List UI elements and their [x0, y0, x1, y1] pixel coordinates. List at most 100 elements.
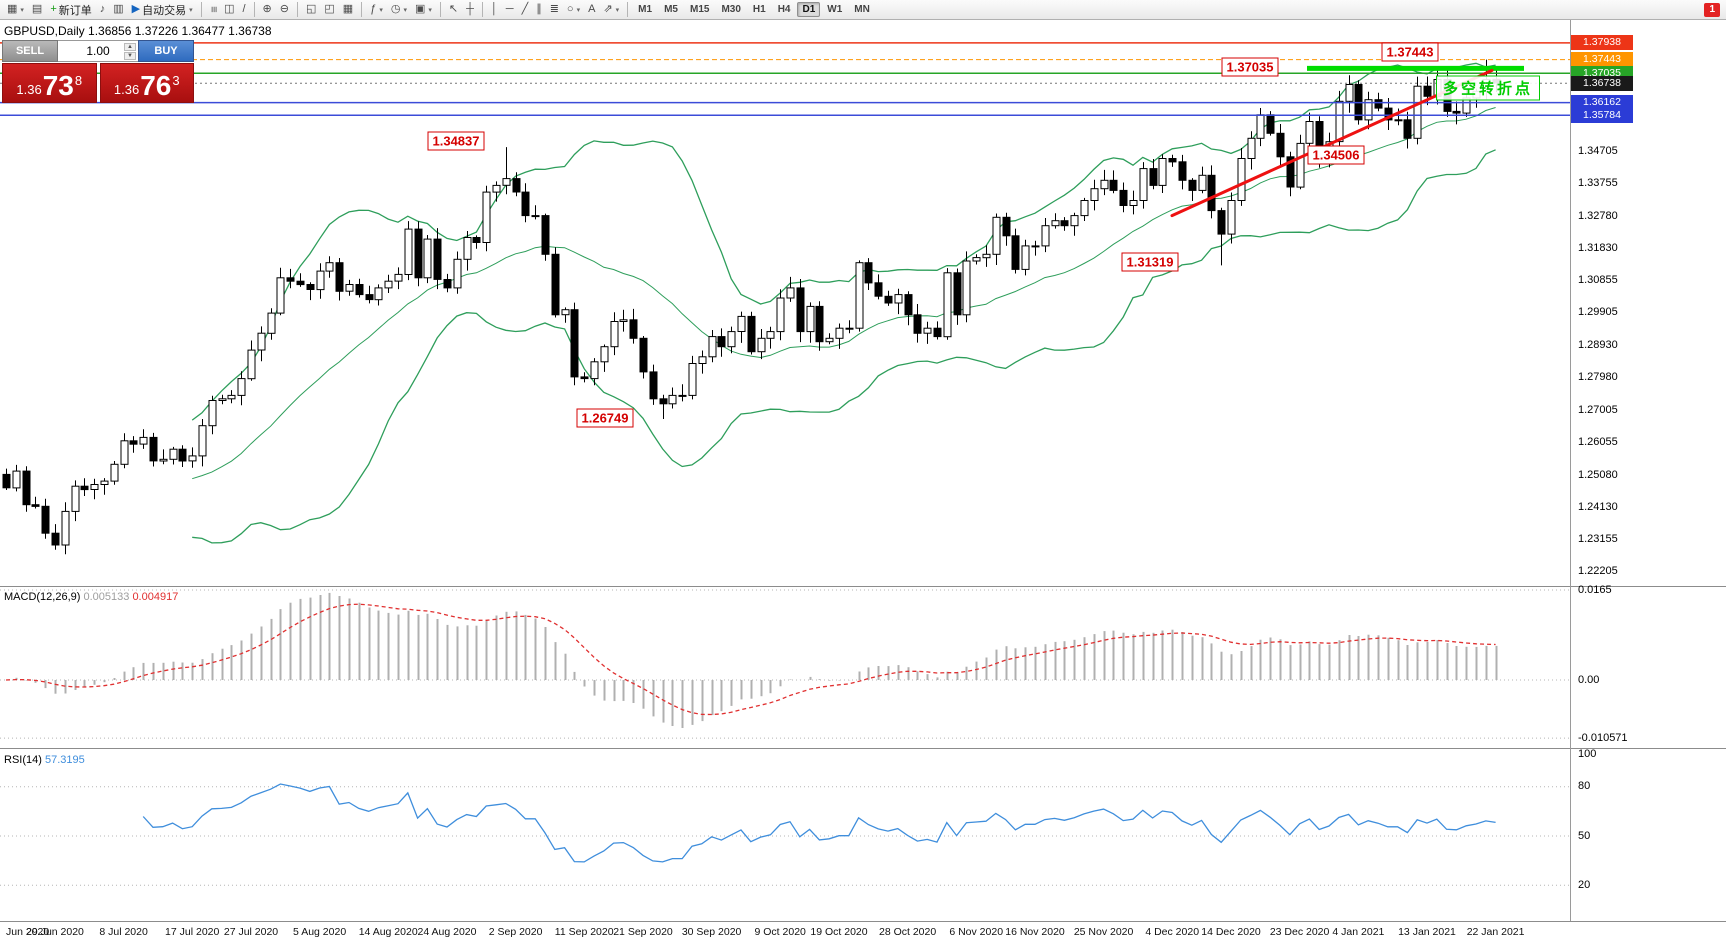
candlestick-chart-icon[interactable]: ◫: [220, 0, 238, 19]
bid-quote-button[interactable]: 1.36 73 8: [2, 63, 97, 103]
date-tick-label: 2 Sep 2020: [488, 926, 543, 938]
new-chart-icon-dropdown[interactable]: ▾: [20, 6, 24, 14]
zoom-in-icon[interactable]: ⊕: [259, 0, 276, 19]
auto-trading-button-label: 自动交易: [142, 4, 187, 17]
fibonacci-icon[interactable]: ≣: [546, 0, 563, 19]
toolbar: ▦ ▾ ▤ + 新订单 ♪ ▥ ▶ 自动交易 ▾ ≡ ◫ / ⊕ ⊖ ◱ ◰ ▦ ƒ ▾ ◷ ▾ ▣ ▾ ↖ ┼ │ ─ ╱ ∥ ≣ ○ ▾ A ⇗…: [0, 0, 1726, 20]
date-tick-label: 30 Sep 2020: [681, 926, 742, 938]
volume-up-icon[interactable]: ▲: [124, 42, 136, 51]
zoom-out-icon[interactable]: ⊖: [276, 0, 293, 19]
volume-value[interactable]: 1.00: [86, 44, 110, 58]
periods-icon-dropdown[interactable]: ▾: [403, 6, 407, 14]
price-tag-1.36162: 1.36162: [1571, 95, 1633, 111]
date-tick-label: 22 Jan 2021: [1466, 926, 1525, 938]
text-icon[interactable]: A: [584, 0, 599, 19]
toolbar-separator: [200, 2, 202, 17]
price-axis-label: 1.30855: [1578, 274, 1618, 287]
channel-icon[interactable]: ∥: [532, 0, 546, 19]
date-tick-label: 29 Jun 2020: [26, 926, 84, 938]
notification-badge[interactable]: 1: [1704, 2, 1720, 17]
arrows-icon[interactable]: ⇗ ▾: [599, 0, 623, 19]
timeframe-d1[interactable]: D1: [797, 2, 821, 17]
date-tick-label: 9 Oct 2020: [754, 926, 806, 938]
rsi-indicator: [0, 783, 1570, 886]
date-tick-label: 4 Dec 2020: [1145, 926, 1200, 938]
horizontal-line-icon[interactable]: ─: [502, 0, 518, 19]
timeframe-m15[interactable]: M15: [689, 4, 710, 15]
volume-input[interactable]: 1.00 ▲ ▼: [58, 40, 138, 62]
market-watch-icon[interactable]: ▥: [109, 0, 127, 19]
toolbar-separator: [439, 2, 441, 17]
timeframe-m30[interactable]: M30: [721, 4, 741, 15]
trendline-icon[interactable]: ╱: [518, 0, 533, 19]
price-axis-label: 1.26055: [1578, 435, 1618, 448]
templates-icon[interactable]: ▣ ▾: [411, 0, 436, 19]
grid-icon[interactable]: ▦: [339, 0, 357, 19]
price-tag-1.37443: 1.37443: [1571, 52, 1633, 68]
ohlc-bars-icon[interactable]: ≡: [206, 0, 220, 19]
channel-icon: ∥: [536, 3, 542, 15]
chart-title: GBPUSD,Daily 1.36856 1.37226 1.36477 1.3…: [4, 24, 272, 38]
line-chart-icon[interactable]: /: [238, 0, 249, 19]
shapes-icon[interactable]: ○ ▾: [563, 0, 584, 19]
templates-icon-dropdown[interactable]: ▾: [428, 6, 432, 14]
auto-trading-button[interactable]: ▶ 自动交易 ▾: [128, 0, 197, 19]
auto-trading-button-dropdown[interactable]: ▾: [189, 6, 193, 14]
rsi-axis-label: 100: [1578, 747, 1597, 760]
vertical-line-icon: │: [490, 3, 498, 15]
timeframe-mn[interactable]: MN: [854, 4, 870, 15]
cascade-windows-icon[interactable]: ◰: [320, 0, 338, 19]
date-tick-label: 6 Nov 2020: [949, 926, 1004, 938]
timeframe-h1[interactable]: H1: [752, 4, 766, 15]
rsi-name: RSI(14): [4, 754, 42, 766]
date-tick-label: 4 Jan 2021: [1332, 926, 1385, 938]
toolbar-items: ▦ ▾ ▤ + 新订单 ♪ ▥ ▶ 自动交易 ▾ ≡ ◫ / ⊕ ⊖ ◱ ◰ ▦ ƒ ▾ ◷ ▾ ▣ ▾ ↖ ┼ │ ─ ╱ ∥ ≣ ○ ▾ A ⇗…: [3, 0, 632, 19]
shapes-icon-dropdown[interactable]: ▾: [576, 6, 581, 14]
price-annotation-1.31319: 1.31319: [1121, 252, 1179, 272]
turning-point-annotation: 多空转折点: [1435, 75, 1541, 101]
date-tick-label: 28 Oct 2020: [878, 926, 937, 938]
one-click-trading-panel: SELL 1.00 ▲ ▼ BUY 1.36 73 8 1.36 76 3: [2, 40, 194, 103]
periods-icon[interactable]: ◷ ▾: [387, 0, 411, 19]
profiles-icon: ▤: [31, 3, 43, 15]
cascade-windows-icon: ◰: [324, 3, 335, 15]
candlestick-chart-icon: ◫: [224, 3, 235, 15]
date-tick-label: 27 Jul 2020: [223, 926, 279, 938]
shapes-icon: ○: [566, 3, 574, 15]
indicators-icon-dropdown[interactable]: ▾: [379, 6, 383, 14]
date-tick-label: 21 Sep 2020: [613, 926, 673, 938]
timeframe-m1[interactable]: M1: [638, 4, 653, 15]
timeframe-h4[interactable]: H4: [777, 4, 791, 15]
horizontal-level-lines: [0, 42, 1570, 117]
arrows-icon-dropdown[interactable]: ▾: [615, 6, 620, 14]
volume-down-icon[interactable]: ▼: [124, 51, 136, 60]
profiles-icon[interactable]: ▤: [28, 0, 46, 19]
line-chart-icon: /: [242, 3, 246, 15]
price-axis-label: 1.25080: [1578, 468, 1618, 481]
new-chart-icon: ▦: [7, 3, 18, 15]
timeframe-w1[interactable]: W1: [827, 4, 843, 15]
indicators-icon[interactable]: ƒ ▾: [366, 0, 387, 19]
bid-prefix: 1.36: [16, 82, 42, 97]
price-axis-label: 1.34705: [1578, 145, 1618, 158]
bollinger-bands: [191, 62, 1496, 544]
price-axis-label: 1.31830: [1578, 241, 1618, 254]
price-axis-label: 1.29905: [1578, 306, 1618, 319]
timeframe-m5[interactable]: M5: [664, 4, 678, 15]
alerts-icon[interactable]: ♪: [96, 0, 110, 19]
ask-quote-button[interactable]: 1.36 76 3: [99, 63, 194, 103]
crosshair-icon[interactable]: ┼: [462, 0, 478, 19]
new-order-button[interactable]: + 新订单: [46, 0, 95, 19]
crosshair-icon: ┼: [466, 3, 474, 15]
vertical-line-icon[interactable]: │: [487, 0, 502, 19]
macd-main-value: 0.005133: [83, 591, 130, 603]
tile-windows-icon[interactable]: ◱: [302, 0, 320, 19]
volume-stepper[interactable]: ▲ ▼: [124, 42, 136, 60]
sell-button[interactable]: SELL: [2, 40, 58, 62]
cursor-icon[interactable]: ↖: [445, 0, 462, 19]
buy-button[interactable]: BUY: [138, 40, 194, 62]
price-tag-1.37938: 1.37938: [1571, 35, 1633, 51]
price-tag-1.36738: 1.36738: [1571, 75, 1633, 91]
new-chart-icon[interactable]: ▦ ▾: [3, 0, 28, 19]
